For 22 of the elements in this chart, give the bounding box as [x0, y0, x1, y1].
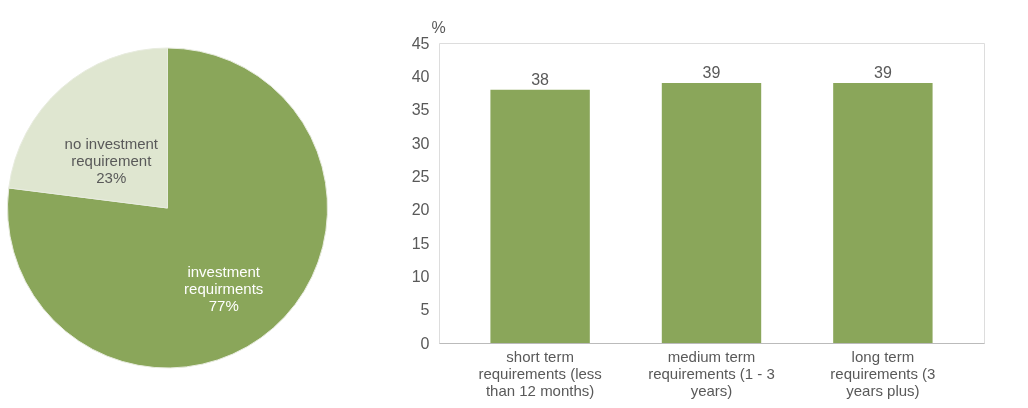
- data-label: 39: [873, 64, 892, 81]
- slice-label: no investment requirement: [64, 135, 159, 170]
- data-label: 38: [531, 70, 550, 88]
- y-axis-title: %: [431, 18, 446, 36]
- y-tick-label: 40: [411, 67, 430, 85]
- y-tick-label: 35: [411, 101, 430, 119]
- x-tick-label: long term requirements (3 years plus): [830, 347, 936, 399]
- data-label: 23%: [96, 169, 127, 187]
- y-tick-label: 20: [411, 201, 430, 219]
- y-tick-label: 10: [411, 267, 430, 285]
- y-tick-label: 25: [411, 167, 430, 185]
- y-tick-label: 0: [420, 334, 430, 352]
- pie-slice: [7, 47, 328, 369]
- slice-label: investment requirments: [184, 262, 264, 297]
- y-tick-label: 5: [420, 301, 430, 319]
- y-tick-label: 15: [411, 234, 430, 252]
- x-tick-label: medium term requirements (1 - 3 years): [648, 347, 775, 399]
- data-label: 77%: [208, 296, 239, 314]
- y-tick-label: 45: [411, 34, 430, 52]
- y-tick-label: 30: [411, 134, 430, 152]
- x-tick-label: short term requirements (less than 12 months): [478, 347, 602, 399]
- data-label: 39: [702, 64, 721, 81]
